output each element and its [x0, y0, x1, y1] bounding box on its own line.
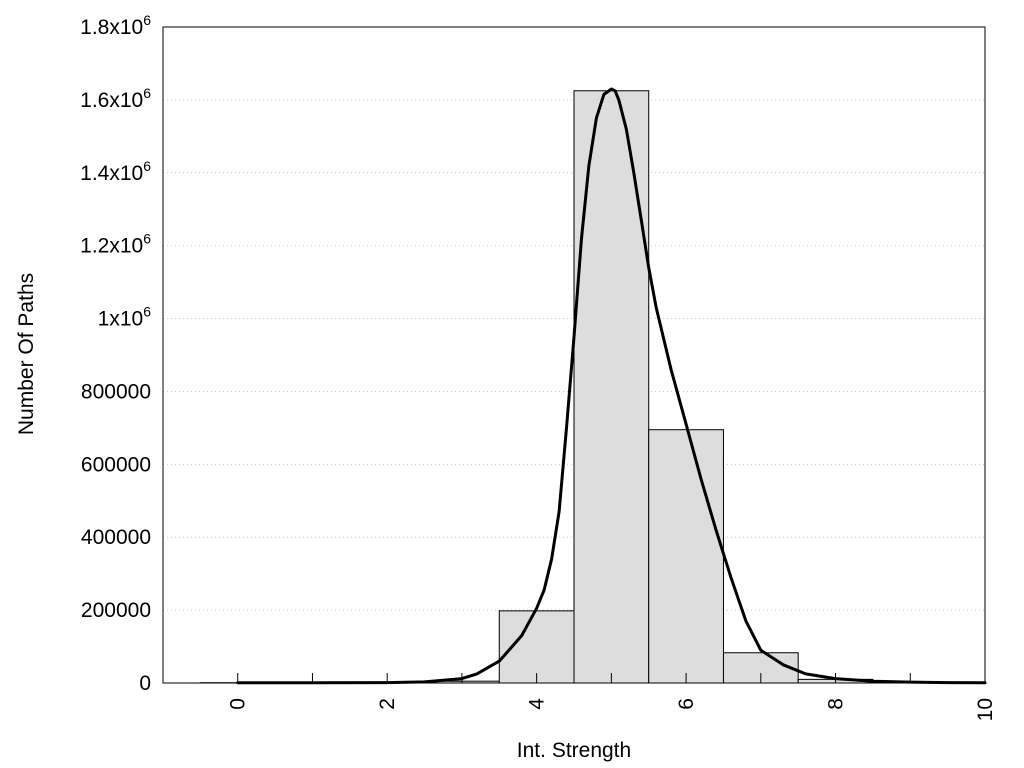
y-axis-ticks: 0 200000 400000 600000 800000 1x106 1.2x106 1.4…	[80, 12, 151, 695]
y-tick-label: 600000	[81, 453, 151, 476]
plot-frame	[162, 26, 986, 684]
histogram-bar	[648, 429, 724, 684]
x-tick-label: 2	[376, 698, 399, 710]
x-axis-ticks: 0 2 4 6 8 10	[227, 673, 997, 721]
x-tick-label: 0	[227, 698, 250, 710]
y-tick-label: 1x106	[98, 304, 152, 331]
fit-curve-line	[236, 87, 987, 685]
x-tick-label: 6	[675, 698, 698, 710]
x-tick-label: 8	[825, 698, 848, 710]
x-tick-label: 10	[974, 698, 997, 721]
bars	[199, 90, 986, 684]
x-tick-label: 4	[526, 698, 549, 710]
fit-curve	[236, 87, 987, 685]
y-axis-title: Number Of Paths	[15, 273, 38, 435]
histogram-bar	[573, 90, 650, 684]
y-tick-label: 0	[139, 672, 151, 695]
y-tick-label: 1.2x106	[80, 231, 151, 258]
y-tick-label: 1.8x106	[80, 12, 151, 39]
y-tick-label: 400000	[81, 526, 151, 549]
x-axis-title: Int. Strength	[517, 739, 631, 762]
y-tick-label: 1.6x106	[80, 85, 151, 112]
y-tick-label: 800000	[81, 380, 151, 403]
y-tick-label: 200000	[81, 599, 151, 622]
y-tick-label: 1.4x106	[80, 158, 151, 185]
